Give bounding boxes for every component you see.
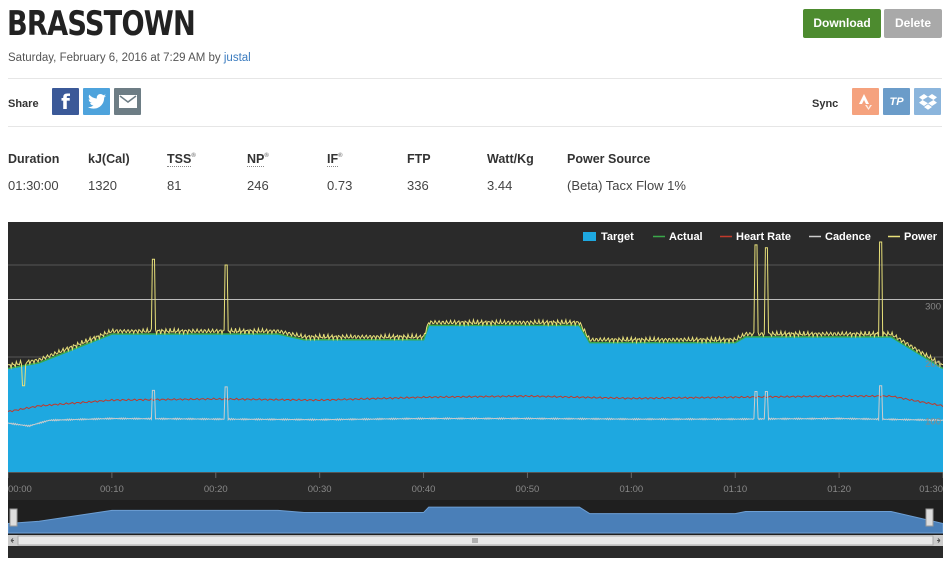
power-line — [8, 241, 943, 387]
stat-label-power-source: Power Source — [567, 152, 651, 166]
stat-label-tss[interactable]: TSS® — [167, 152, 196, 167]
registered-mark: ® — [264, 153, 269, 159]
x-tick-label: 00:20 — [204, 484, 228, 495]
y-tick-label: 200 — [925, 359, 941, 370]
x-tick-label: 00:00 — [8, 484, 32, 495]
x-tick-label: 00:10 — [100, 484, 124, 495]
dropbox-icon — [918, 93, 937, 110]
actual-line — [8, 324, 943, 370]
strava-sync-button[interactable] — [852, 88, 879, 115]
x-tick-label: 01:20 — [827, 484, 851, 495]
x-tick-label: 00:40 — [412, 484, 436, 495]
x-tick-label: 00:30 — [308, 484, 332, 495]
activity-date: Saturday, February 6, 2016 at 7:29 AM by… — [8, 52, 251, 64]
page-title: BRASSTOWN — [7, 4, 196, 44]
y-tick-label: 100 — [925, 417, 941, 428]
registered-mark: ® — [338, 153, 343, 159]
x-tick-label: 00:50 — [516, 484, 540, 495]
stat-label-if[interactable]: IF® — [327, 152, 343, 167]
stat-value-tss: 81 — [167, 178, 182, 193]
x-tick-label: 01:10 — [723, 484, 747, 495]
workout-chart[interactable]: 300 200 100 00:00 00:10 00:20 00:30 00:40 00:50… — [8, 222, 943, 558]
email-share-button[interactable] — [114, 88, 141, 115]
legend-label: Heart Rate — [736, 231, 791, 243]
stat-value-if: 0.73 — [327, 178, 353, 193]
stat-label-ftp: FTP — [407, 152, 431, 166]
stat-label-np-text: NP — [247, 152, 265, 167]
stat-label-kj: kJ(Cal) — [88, 152, 130, 166]
scrollbar-grip-icon — [472, 538, 478, 543]
registered-mark: ® — [191, 153, 196, 159]
sync-label: Sync — [812, 98, 839, 110]
stat-label-if-text: IF — [327, 152, 339, 167]
stat-value-power-source: (Beta) Tacx Flow 1% — [567, 178, 686, 193]
stat-value-ftp: 336 — [407, 178, 429, 193]
scroll-left-arrow-icon[interactable] — [10, 538, 14, 543]
stat-value-watt-kg: 3.44 — [487, 178, 513, 193]
stat-label-tss-text: TSS — [167, 152, 192, 167]
twitter-share-button[interactable] — [83, 88, 110, 115]
share-label: Share — [8, 98, 39, 110]
cadence-line — [8, 385, 943, 428]
navigator-left-handle[interactable] — [9, 508, 18, 527]
stat-value-kj: 1320 — [88, 178, 117, 193]
navigator-right-handle[interactable] — [925, 508, 934, 527]
trainingpeaks-icon: TP — [889, 95, 904, 108]
x-tick-label: 01:30 — [919, 484, 943, 495]
x-axis-band — [8, 472, 943, 498]
scroll-right-arrow-icon[interactable] — [937, 538, 941, 543]
download-button[interactable]: Download — [803, 9, 881, 38]
activity-date-text: Saturday, February 6, 2016 at 7:29 AM by — [8, 52, 221, 64]
delete-button[interactable]: Delete — [884, 9, 942, 38]
x-axis-line — [8, 472, 943, 473]
navigator-area — [8, 506, 943, 534]
strava-icon — [858, 93, 872, 110]
heart-rate-line — [8, 394, 943, 413]
dropbox-sync-button[interactable] — [914, 88, 941, 115]
workout-chart-svg: 300 200 100 00:00 00:10 00:20 00:30 00:40 00:50… — [8, 222, 943, 558]
stat-value-np: 246 — [247, 178, 269, 193]
y-tick-label: 300 — [925, 302, 941, 313]
target-area — [8, 325, 943, 472]
x-tick-label: 01:00 — [619, 484, 643, 495]
facebook-share-button[interactable]: f — [52, 88, 79, 115]
legend-label: Cadence — [825, 231, 871, 243]
divider — [8, 126, 942, 127]
legend-swatch-target — [583, 232, 596, 241]
divider — [8, 78, 942, 79]
twitter-icon — [87, 94, 106, 109]
legend-label: Power — [904, 231, 938, 243]
facebook-icon: f — [61, 89, 70, 114]
legend-label: Actual — [669, 231, 703, 243]
author-link[interactable]: justal — [223, 52, 251, 64]
email-icon — [118, 95, 137, 108]
stat-value-duration: 01:30:00 — [8, 178, 59, 193]
trainingpeaks-sync-button[interactable]: TP — [883, 88, 910, 115]
stat-label-duration: Duration — [8, 152, 60, 166]
stat-label-watt-kg: Watt/Kg — [487, 152, 534, 166]
legend-label: Target — [601, 231, 634, 243]
stat-label-np[interactable]: NP® — [247, 152, 269, 167]
